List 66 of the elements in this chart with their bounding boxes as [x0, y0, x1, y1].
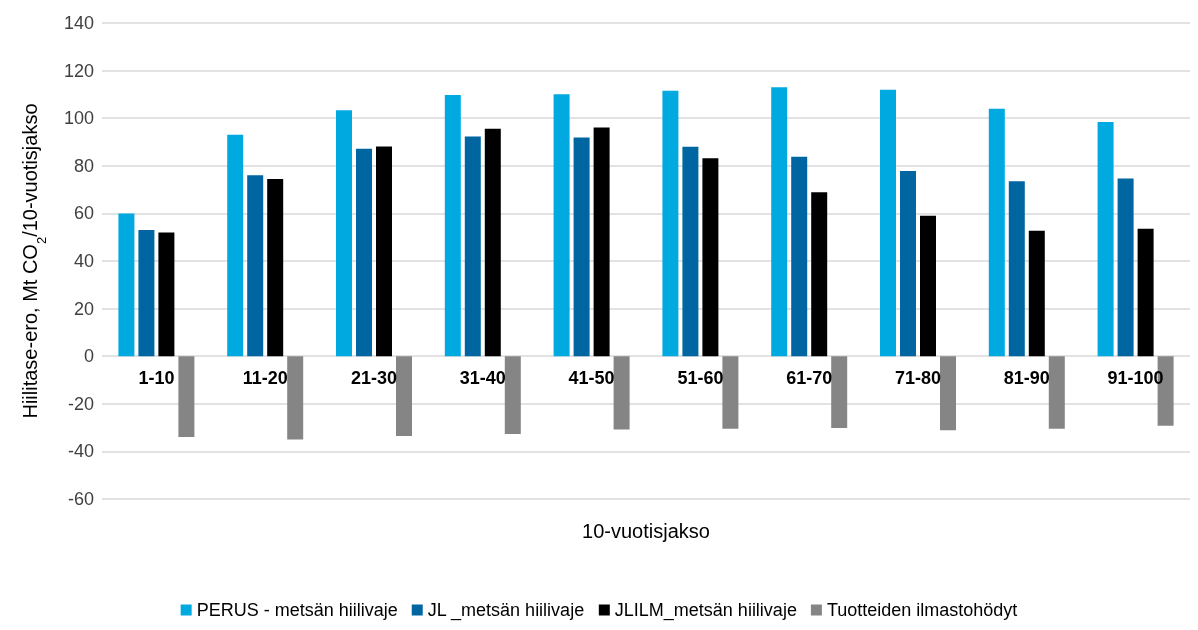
x-tick-label: 41-50 — [568, 368, 615, 388]
x-tick-label: 11-20 — [242, 368, 288, 388]
y-axis-title: Hiilitase-ero, Mt CO2/10-vuotisjakso — [19, 103, 49, 419]
bar — [118, 213, 135, 357]
bar — [831, 356, 848, 429]
bar — [287, 356, 304, 440]
x-tick-label: 21-30 — [350, 368, 398, 388]
bar — [573, 137, 590, 357]
bar — [1008, 181, 1025, 357]
bar — [791, 156, 808, 357]
bar — [988, 108, 1005, 357]
x-tick-label: 71-80 — [894, 368, 942, 388]
bar — [464, 136, 481, 357]
bar — [682, 146, 699, 357]
x-tick-label: 51-60 — [677, 368, 724, 388]
y-tick-label: 100 — [63, 108, 94, 129]
y-tick-label: 120 — [63, 60, 94, 81]
bar — [267, 178, 284, 357]
bar — [376, 146, 392, 357]
bar — [178, 356, 195, 437]
y-tick-label: -40 — [67, 441, 94, 462]
bar — [1048, 356, 1065, 429]
y-tick-label: -60 — [67, 489, 94, 509]
bar — [444, 94, 461, 357]
bar — [613, 356, 630, 430]
bar — [593, 127, 610, 357]
bar — [811, 192, 828, 357]
y-tick-label: 80 — [73, 155, 94, 176]
bar — [1137, 228, 1154, 357]
y-tick-label: 0 — [83, 346, 94, 367]
bar — [662, 90, 679, 357]
bar — [771, 87, 788, 357]
bar — [247, 175, 264, 357]
x-tick-label: 91-100 — [1107, 368, 1164, 388]
bar — [504, 356, 521, 435]
bar — [900, 171, 916, 357]
legend-label: PERUS - metsän hiilivaje — [196, 600, 398, 620]
bar — [702, 158, 719, 357]
bar — [356, 148, 372, 357]
y-tick-label: 40 — [73, 251, 94, 271]
legend-label: Tuotteiden ilmastohödyt — [826, 600, 1018, 620]
y-tick-label: 20 — [73, 298, 94, 319]
bar — [1028, 230, 1045, 357]
legend-label: JL _metsän hiilivaje — [427, 600, 585, 621]
bar — [484, 128, 501, 357]
legend-label: JLILM_metsän hiilivaje — [614, 600, 797, 621]
x-tick-label: 1-10 — [138, 368, 175, 388]
x-tick-label: 81-90 — [1003, 368, 1050, 388]
bar — [1117, 178, 1134, 357]
x-tick-label: 61-70 — [786, 368, 833, 388]
y-tick-label: 60 — [73, 203, 94, 224]
bar — [1097, 122, 1114, 357]
y-tick-label: 140 — [63, 13, 94, 33]
bar — [336, 110, 352, 357]
bar — [920, 215, 936, 357]
bar — [722, 356, 739, 429]
bar — [138, 230, 155, 357]
bar — [396, 356, 412, 436]
bar — [227, 134, 244, 357]
y-tick-label: -20 — [67, 393, 94, 414]
bar — [158, 232, 175, 357]
x-axis-title: 10-vuotisjakso — [582, 520, 710, 542]
x-tick-label: 31-40 — [459, 368, 506, 388]
bar — [940, 356, 956, 431]
bar — [553, 94, 570, 357]
bar — [880, 89, 896, 357]
